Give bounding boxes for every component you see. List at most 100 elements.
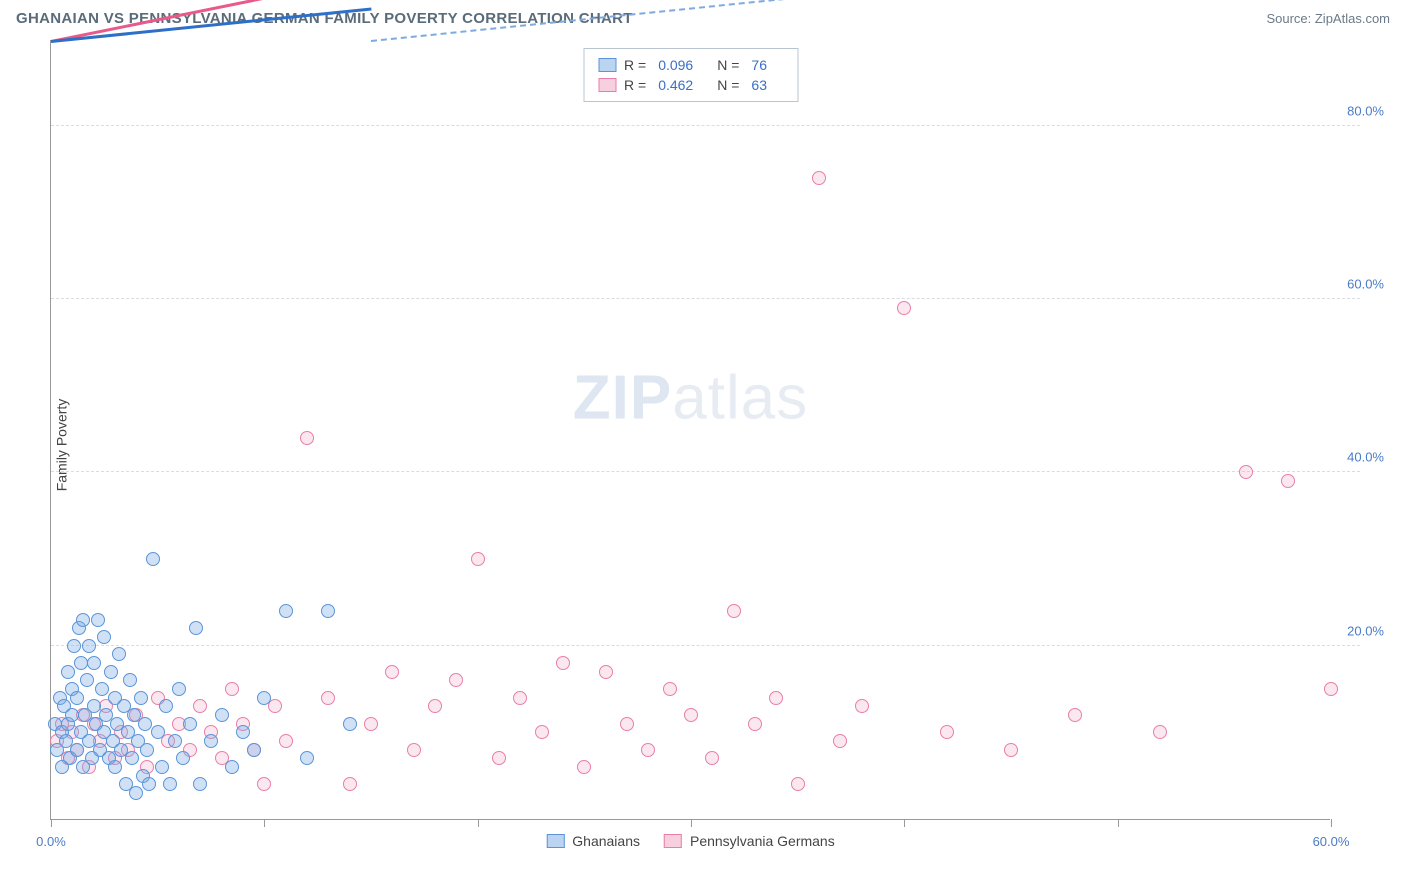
point-ghanaian (300, 751, 314, 765)
point-penn-german (385, 665, 399, 679)
xtick-label: 0.0% (36, 834, 66, 849)
point-ghanaian (67, 639, 81, 653)
point-penn-german (471, 552, 485, 566)
point-penn-german (748, 717, 762, 731)
point-ghanaian (70, 691, 84, 705)
point-penn-german (535, 725, 549, 739)
r-value: 0.462 (658, 77, 693, 93)
gridline (51, 645, 1360, 646)
ytick-label: 80.0% (1347, 103, 1384, 118)
gridline (51, 298, 1360, 299)
point-penn-german (791, 777, 805, 791)
point-penn-german (407, 743, 421, 757)
point-penn-german (1153, 725, 1167, 739)
stats-legend: R = 0.096 N = 76 R = 0.462 N = 63 (583, 48, 798, 102)
swatch-blue-icon (546, 834, 564, 848)
point-ghanaian (87, 699, 101, 713)
point-penn-german (300, 431, 314, 445)
point-ghanaian (108, 760, 122, 774)
plot-area: ZIPatlas R = 0.096 N = 76 R = 0.462 N = … (50, 40, 1330, 820)
point-ghanaian (172, 682, 186, 696)
point-ghanaian (80, 673, 94, 687)
point-penn-german (1281, 474, 1295, 488)
point-penn-german (1004, 743, 1018, 757)
point-ghanaian (70, 743, 84, 757)
xtick (264, 819, 265, 827)
point-ghanaian (140, 743, 154, 757)
point-ghanaian (82, 639, 96, 653)
point-ghanaian (125, 751, 139, 765)
point-ghanaian (95, 682, 109, 696)
point-ghanaian (76, 613, 90, 627)
point-penn-german (556, 656, 570, 670)
point-penn-german (684, 708, 698, 722)
point-penn-german (1068, 708, 1082, 722)
point-penn-german (449, 673, 463, 687)
point-ghanaian (189, 621, 203, 635)
point-ghanaian (176, 751, 190, 765)
point-penn-german (663, 682, 677, 696)
xtick (51, 819, 52, 827)
point-penn-german (577, 760, 591, 774)
r-value: 0.096 (658, 57, 693, 73)
point-ghanaian (279, 604, 293, 618)
point-penn-german (940, 725, 954, 739)
point-ghanaian (112, 647, 126, 661)
series-legend: Ghanaians Pennsylvania Germans (546, 833, 834, 849)
point-ghanaian (159, 699, 173, 713)
point-ghanaian (123, 673, 137, 687)
point-penn-german (513, 691, 527, 705)
xtick (1118, 819, 1119, 827)
watermark-zip: ZIP (573, 364, 672, 433)
point-penn-german (1239, 465, 1253, 479)
point-ghanaian (87, 656, 101, 670)
n-value: 76 (751, 57, 767, 73)
ytick-label: 20.0% (1347, 623, 1384, 638)
xtick (478, 819, 479, 827)
swatch-blue-icon (598, 58, 616, 72)
point-penn-german (641, 743, 655, 757)
point-ghanaian (225, 760, 239, 774)
stats-row-blue: R = 0.096 N = 76 (598, 55, 783, 75)
point-ghanaian (163, 777, 177, 791)
xtick (691, 819, 692, 827)
point-penn-german (279, 734, 293, 748)
xtick (904, 819, 905, 827)
point-ghanaian (146, 552, 160, 566)
point-ghanaian (183, 717, 197, 731)
point-ghanaian (257, 691, 271, 705)
point-penn-german (1324, 682, 1338, 696)
point-ghanaian (129, 786, 143, 800)
point-ghanaian (104, 665, 118, 679)
point-penn-german (705, 751, 719, 765)
point-ghanaian (193, 777, 207, 791)
chart-container: ZIPatlas R = 0.096 N = 76 R = 0.462 N = … (50, 40, 1380, 850)
gridline (51, 471, 1360, 472)
point-penn-german (193, 699, 207, 713)
point-penn-german (897, 301, 911, 315)
ytick-label: 60.0% (1347, 277, 1384, 292)
legend-label: Ghanaians (572, 833, 640, 849)
r-label: R = (624, 77, 646, 93)
point-ghanaian (142, 777, 156, 791)
watermark-atlas: atlas (672, 364, 808, 433)
n-label: N = (717, 57, 739, 73)
point-ghanaian (247, 743, 261, 757)
yaxis-title: Family Poverty (53, 399, 69, 492)
point-ghanaian (151, 725, 165, 739)
xtick-label: 60.0% (1313, 834, 1350, 849)
point-ghanaian (204, 734, 218, 748)
gridline (51, 125, 1360, 126)
legend-label: Pennsylvania Germans (690, 833, 835, 849)
watermark: ZIPatlas (573, 363, 808, 434)
xtick (1331, 819, 1332, 827)
point-penn-german (225, 682, 239, 696)
point-penn-german (257, 777, 271, 791)
point-ghanaian (61, 665, 75, 679)
stats-row-pink: R = 0.462 N = 63 (598, 75, 783, 95)
point-penn-german (343, 777, 357, 791)
point-ghanaian (215, 708, 229, 722)
point-penn-german (364, 717, 378, 731)
source-credit: Source: ZipAtlas.com (1266, 11, 1390, 26)
point-penn-german (492, 751, 506, 765)
